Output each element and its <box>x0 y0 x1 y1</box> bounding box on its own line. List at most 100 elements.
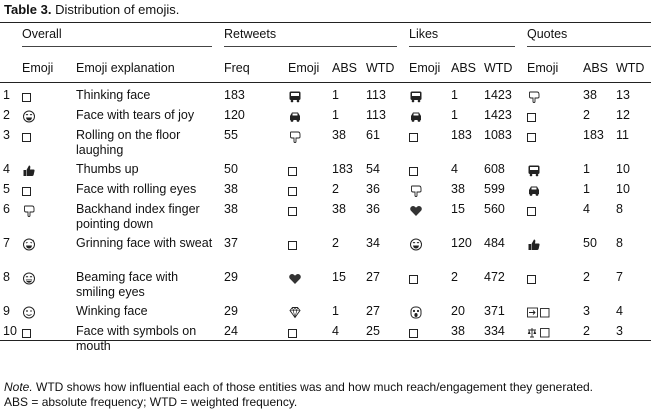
col-qt-emoji: Emoji <box>527 61 559 75</box>
emoji-cell <box>527 203 541 218</box>
emoji-cell <box>288 183 302 198</box>
spanner-likes <box>409 46 515 47</box>
group-overall: Overall <box>22 27 62 41</box>
col-explanation: Emoji explanation <box>76 61 175 75</box>
grin-sweat-icon <box>22 238 36 251</box>
header-rule <box>0 82 651 83</box>
table-title: Distribution of emojis. <box>55 2 180 17</box>
emoji-cell <box>409 129 423 144</box>
likes-wtd: 484 <box>484 236 505 250</box>
pointing-down-icon <box>409 184 423 198</box>
retweets-wtd: 113 <box>366 88 386 102</box>
emoji-cell <box>409 237 423 252</box>
box-icon <box>527 110 541 123</box>
table-label: Table 3. <box>4 2 52 17</box>
emoji-cell <box>288 237 302 252</box>
freq-value: 55 <box>224 128 238 142</box>
retweets-abs: 38 <box>332 202 346 216</box>
box-icon <box>409 130 423 143</box>
emoji-explanation: Thinking face <box>76 88 151 102</box>
note-line2: ABS = absolute frequency; WTD = weighted… <box>4 395 298 409</box>
spanner-retweets <box>224 46 397 47</box>
quotes-wtd: 10 <box>616 162 630 176</box>
quotes-wtd: 7 <box>616 270 623 284</box>
quotes-abs: 38 <box>583 88 597 102</box>
likes-abs: 1 <box>451 108 458 122</box>
table-caption: Table 3. Distribution of emojis. <box>4 2 179 17</box>
retweets-wtd: 36 <box>366 182 380 196</box>
retweets-wtd: 113 <box>366 108 386 122</box>
emoji-cell <box>22 163 36 178</box>
emoji-explanation: Winking face <box>76 304 148 318</box>
tears-of-joy-icon <box>22 110 36 123</box>
spanner-quotes <box>527 46 651 47</box>
box-icon <box>409 326 423 339</box>
quotes-wtd: 10 <box>616 182 630 196</box>
row-number: 6 <box>3 202 10 216</box>
emoji-cell <box>527 183 541 198</box>
emoji-cell <box>527 89 541 104</box>
scales-box-icon <box>527 326 550 339</box>
emoji-explanation: Rolling on the floor laughing <box>76 128 181 157</box>
row-number: 10 <box>3 324 17 338</box>
heart-icon <box>288 272 302 285</box>
retweets-abs: 183 <box>332 162 353 176</box>
emoji-cell <box>288 325 302 340</box>
tears-of-joy-icon <box>409 238 423 251</box>
emoji-explanation: Grinning face with sweat <box>76 236 213 250</box>
row-number: 4 <box>3 162 10 176</box>
emoji-cell <box>409 271 423 286</box>
pointing-down-icon <box>288 130 302 144</box>
emoji-cell <box>527 129 541 144</box>
col-qt-abs: ABS <box>583 61 609 75</box>
quotes-abs: 1 <box>583 162 590 176</box>
car-icon <box>527 184 541 197</box>
emoji-cell <box>288 305 302 320</box>
retweets-wtd: 27 <box>366 270 380 284</box>
emoji-cell <box>22 203 36 218</box>
emoji-cell <box>288 129 302 144</box>
emoji-cell <box>527 163 541 178</box>
emoji-explanation: Beaming face with smiling eyes <box>76 270 179 299</box>
emoji-cell <box>409 203 423 218</box>
bus-icon <box>409 90 423 103</box>
thumbs-up-icon <box>527 238 541 251</box>
col-lk-emoji: Emoji <box>409 61 441 75</box>
arrow-box-icon <box>527 306 550 319</box>
quotes-abs: 1 <box>583 182 590 196</box>
car-icon <box>288 110 302 123</box>
emoji-cell <box>409 325 423 340</box>
table-note: Note. WTD shows how influential each of … <box>4 380 593 410</box>
emoji-cell <box>288 271 302 286</box>
quotes-abs: 2 <box>583 324 590 338</box>
likes-wtd: 1423 <box>484 108 512 122</box>
retweets-abs: 1 <box>332 108 339 122</box>
emoji-cell <box>288 89 302 104</box>
box-icon <box>288 238 302 251</box>
col-lk-abs: ABS <box>451 61 477 75</box>
freq-value: 24 <box>224 324 238 338</box>
col-rt-emoji: Emoji <box>288 61 320 75</box>
row-number: 3 <box>3 128 10 142</box>
emoji-explanation: Backhand index finger pointing down <box>76 202 200 231</box>
box-icon <box>527 204 541 217</box>
bottom-rule <box>0 340 651 341</box>
row-number: 8 <box>3 270 10 284</box>
retweets-abs: 1 <box>332 304 339 318</box>
col-lk-wtd: WTD <box>484 61 513 75</box>
pointing-down-icon <box>527 90 541 104</box>
box-icon <box>527 130 541 143</box>
emoji-cell <box>527 325 550 340</box>
retweets-wtd: 54 <box>366 162 380 176</box>
freq-value: 29 <box>224 304 238 318</box>
likes-abs: 38 <box>451 324 465 338</box>
likes-wtd: 560 <box>484 202 505 216</box>
freq-value: 120 <box>224 108 245 122</box>
box-icon <box>22 326 36 339</box>
col-qt-wtd: WTD <box>616 61 645 75</box>
quotes-abs: 4 <box>583 202 590 216</box>
box-icon <box>22 90 36 103</box>
likes-wtd: 1083 <box>484 128 512 142</box>
emoji-cell <box>527 305 550 320</box>
row-number: 9 <box>3 304 10 318</box>
